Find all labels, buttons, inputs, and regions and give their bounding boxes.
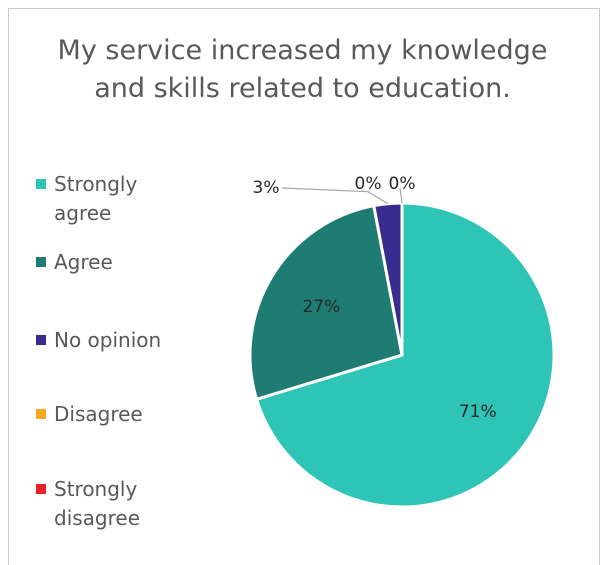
legend-label: No opinion [54,326,184,355]
legend-item-strongly-disagree: Strongly disagree [36,475,184,533]
legend-swatch [36,335,46,345]
legend-label: Strongly disagree [54,475,184,533]
legend-label-line: agree [54,201,112,225]
legend-swatch [36,484,46,494]
pie-slice-agree [248,203,404,402]
legend-label-line: Agree [54,250,113,274]
leader-line [281,187,389,205]
data-label-strongly-disagree: 0% [389,174,416,194]
chart-title: My service increased my knowledge and sk… [40,32,565,108]
legend-label-line: Strongly [54,172,138,196]
data-label-strongly-agree: 71% [459,402,497,422]
legend-label: Disagree [54,400,184,429]
legend-item-no-opinion: No opinion [36,326,184,355]
legend-item-strongly-agree: Strongly agree [36,170,184,228]
chart-title-text: My service increased my knowledge and sk… [57,35,548,104]
legend-label-line: Disagree [54,402,143,426]
legend-swatch [36,409,46,419]
legend-label: Agree [54,248,184,277]
legend-swatch [36,179,46,189]
legend-item-disagree: Disagree [36,400,184,429]
legend-label-line: No opinion [54,328,162,352]
legend-swatch [36,257,46,267]
data-label-disagree: 0% [355,174,382,194]
data-label-agree: 27% [302,297,340,317]
legend-label: Strongly agree [54,170,184,228]
leader-line [399,187,403,204]
pie-slice-strongly-agree [254,201,556,509]
legend-item-agree: Agree [36,248,184,277]
legend-label-line: disagree [54,506,141,530]
legend-label-line: Strongly [54,477,138,501]
data-label-no-opinion: 3% [253,178,280,198]
